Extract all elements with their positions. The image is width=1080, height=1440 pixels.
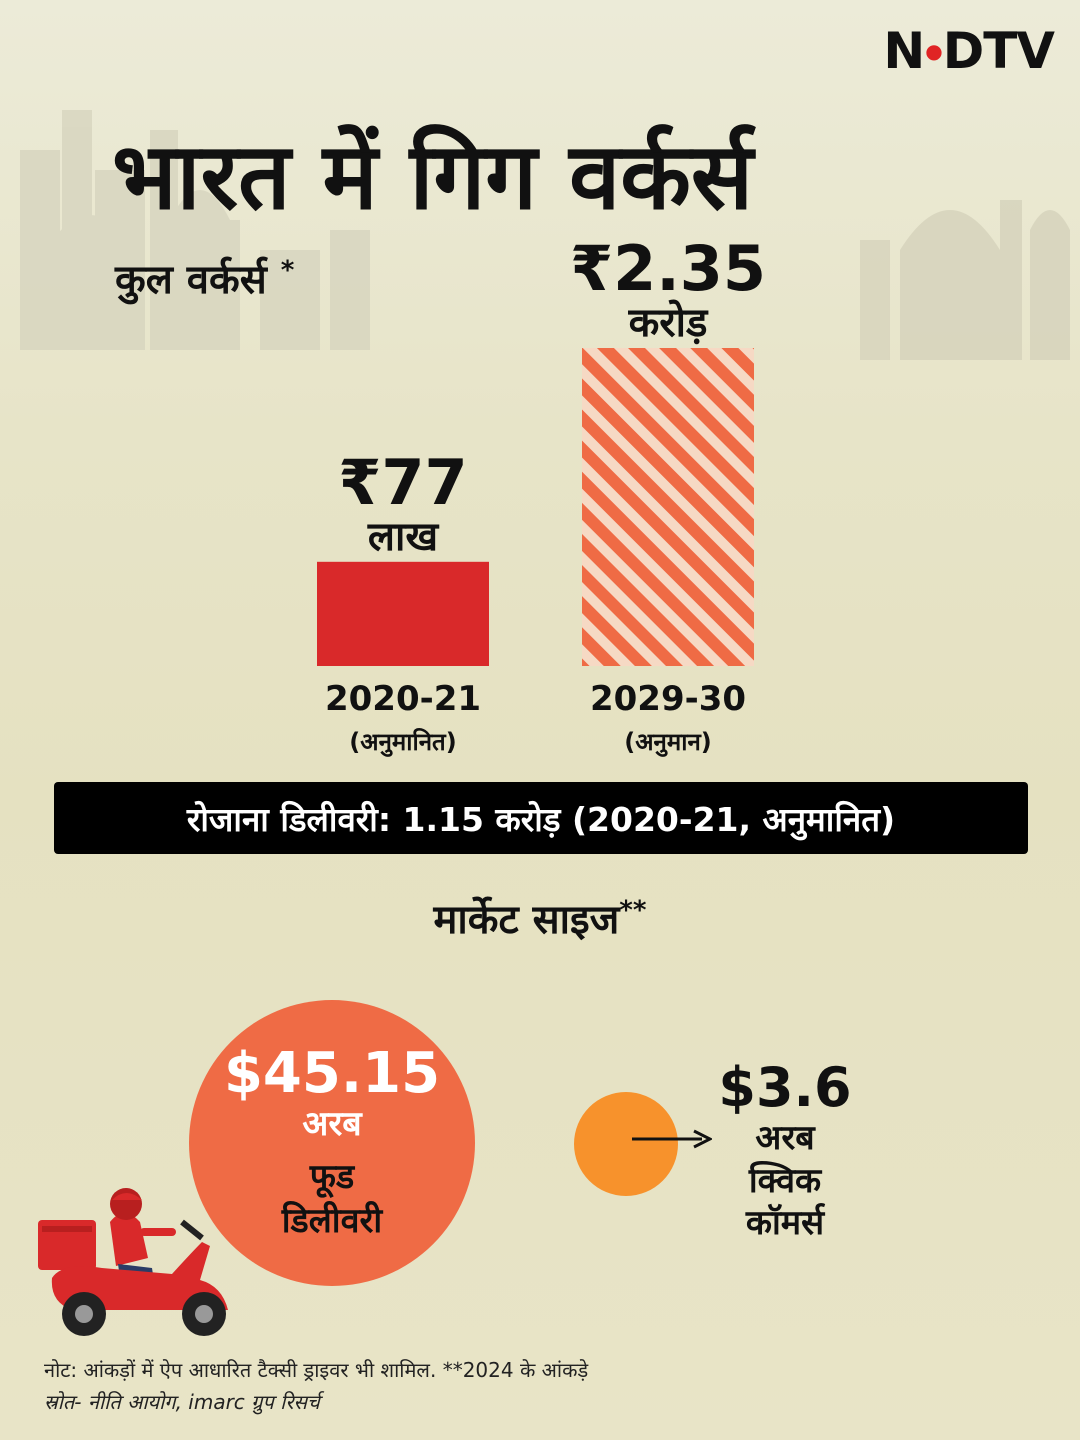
footnote: नोट: आंकड़ों में ऐप आधारित टैक्सी ड्राइव… [44, 1358, 589, 1382]
page-title: भारत में गिग वर्कर्स [112, 123, 754, 230]
quick-commerce-label-2: कॉमर्स [745, 1203, 825, 1244]
market-size-title: मार्केट साइज** [0, 890, 1080, 945]
food-delivery-label-2: डिलीवरी [281, 1201, 383, 1242]
bar-unit-label-0: लाख [367, 514, 439, 560]
food-delivery-unit: अरब [302, 1104, 362, 1145]
quick-commerce-label-block: $3.6 अरब क्विक कॉमर्स [700, 1058, 870, 1245]
x-tick-note-1: (अनुमान) [624, 728, 711, 757]
bar-2020-21 [317, 561, 489, 666]
x-tick-label-1: 2029-30 [590, 679, 746, 719]
arrow-right-icon [632, 1129, 712, 1149]
market-title-text: मार्केट साइज [433, 897, 620, 943]
bar-value-label-1: ₹2.35 [570, 232, 766, 305]
x-tick-note-0: (अनुमानित) [349, 728, 456, 757]
x-tick-label-0: 2020-21 [325, 679, 481, 719]
delivery-scooter-icon [38, 1188, 229, 1336]
subtitle-mark: * [280, 255, 295, 286]
daily-delivery-banner: रोजाना डिलीवरी: 1.15 करोड़ (2020-21, अनु… [54, 782, 1028, 854]
bar-unit-label-1: करोड़ [628, 299, 709, 346]
chart-subtitle: कुल वर्कर्स * [115, 250, 294, 305]
ndtv-logo: N●DTV [883, 22, 1055, 80]
bar-chart: लाख₹77 2020-21 (अनुमानित) करोड़₹2.35 2029-30… [317, 232, 766, 757]
food-delivery-circle: $45.15 अरब फूड डिलीवरी [189, 1000, 475, 1286]
quick-commerce-unit: अरब [755, 1118, 815, 1159]
bar-2029-30 [582, 348, 754, 666]
quick-commerce-label-1: क्विक [748, 1160, 822, 1201]
source-credit: स्रोत- नीति आयोग, imarc ग्रुप रिसर्च [44, 1390, 320, 1414]
quick-commerce-value: $3.6 [718, 1056, 852, 1119]
quick-commerce-circle [574, 1092, 678, 1196]
food-delivery-value: $45.15 [223, 1040, 441, 1106]
market-title-mark: ** [619, 895, 647, 926]
bar-value-label-0: ₹77 [338, 446, 467, 519]
food-delivery-label-1: फूड [309, 1157, 355, 1197]
skyline-background [20, 110, 1070, 360]
subtitle-text: कुल वर्कर्स [115, 257, 267, 303]
